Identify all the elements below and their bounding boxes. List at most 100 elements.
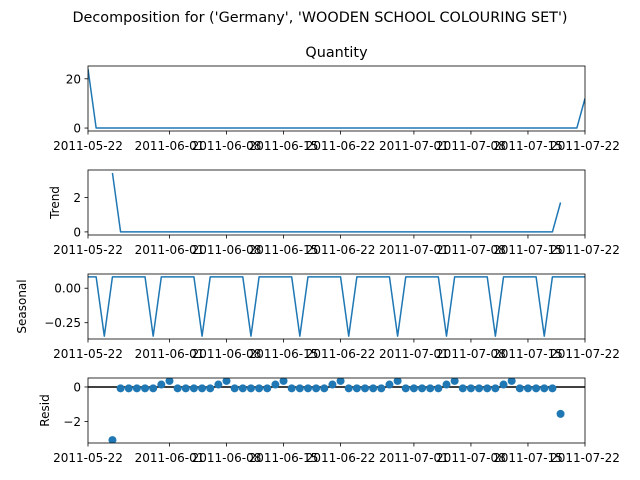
data-point (409, 384, 418, 393)
x-tick-label: 2011-06-01 (135, 243, 205, 257)
x-tick-label: 2011-07-01 (379, 451, 449, 465)
x-tick-label: 2011-07-08 (436, 451, 506, 465)
data-point (181, 384, 190, 393)
series-group (108, 378, 565, 443)
x-tick-label: 2011-07-01 (379, 347, 449, 361)
x-tick-label: 2011-07-08 (436, 139, 506, 153)
data-point (279, 378, 288, 385)
data-point (149, 384, 158, 393)
series-line (88, 276, 585, 337)
y-tick-label: 0 (73, 225, 81, 239)
x-tick-label: 2011-07-08 (436, 347, 506, 361)
data-point (483, 384, 492, 393)
data-point (352, 384, 361, 393)
data-point (214, 380, 223, 389)
x-tick-label: 2011-06-15 (249, 243, 319, 257)
axes-frame (87, 273, 586, 340)
data-point (246, 384, 255, 393)
x-tick-label: 2011-05-22 (53, 139, 123, 153)
y-axis-label: Trend (48, 186, 62, 220)
data-point (401, 384, 410, 393)
x-tick-label: 2011-06-08 (192, 347, 262, 361)
x-tick-label: 2011-06-08 (192, 451, 262, 465)
x-tick-label: 2011-07-01 (379, 139, 449, 153)
data-point (434, 384, 443, 393)
data-point (475, 384, 484, 393)
figure-suptitle: Decomposition for ('Germany', 'WOODEN SC… (72, 10, 567, 26)
data-point (540, 384, 549, 393)
y-tick-label: −0.25 (44, 316, 81, 330)
data-point (132, 384, 141, 393)
y-axis-label: Seasonal (15, 279, 29, 333)
data-point (515, 384, 524, 393)
series-group (111, 172, 562, 233)
x-tick-label: 2011-06-08 (192, 139, 262, 153)
y-tick-label: 20 (66, 72, 81, 86)
x-tick-label: 2011-07-15 (493, 347, 563, 361)
data-point (426, 384, 435, 393)
subplot-1: 0 20 2011-05-22 2011-06-012011-06-082011-06… (53, 45, 620, 153)
data-point (222, 378, 231, 385)
y-tick-label: 0 (73, 380, 81, 394)
data-point (499, 380, 508, 389)
axes-frame (87, 65, 586, 132)
data-point (165, 378, 174, 385)
subplot-title: Quantity (305, 45, 368, 61)
x-tick-label: 2011-07-22 (550, 139, 620, 153)
data-point (377, 384, 386, 393)
data-point (442, 380, 451, 389)
x-tick-label: 2011-05-22 (53, 347, 123, 361)
y-tick-label: 0 (73, 122, 81, 136)
data-point (189, 384, 198, 393)
x-tick-label: 2011-05-22 (53, 243, 123, 257)
x-tick-label: 2011-06-08 (192, 243, 262, 257)
data-point (173, 384, 182, 393)
data-point (263, 384, 272, 393)
x-tick-label: 2011-06-22 (306, 451, 376, 465)
x-tick-label: 2011-06-22 (306, 347, 376, 361)
y-tick-label: 0.00 (54, 282, 81, 296)
series-line (88, 68, 585, 129)
x-tick-label: 2011-06-15 (249, 347, 319, 361)
data-point (303, 384, 312, 393)
y-tick-label: −2 (63, 415, 81, 429)
data-point (108, 436, 117, 443)
data-point (141, 384, 150, 393)
data-point (198, 384, 207, 393)
data-point (523, 384, 532, 393)
x-tick-label: 2011-07-22 (550, 243, 620, 257)
data-point (157, 380, 166, 389)
x-tick-label: 2011-06-15 (249, 139, 319, 153)
data-point (369, 384, 378, 393)
x-tick-label: 2011-07-01 (379, 243, 449, 257)
data-point (466, 384, 475, 393)
data-point (328, 380, 337, 389)
x-tick-label: 2011-06-15 (249, 451, 319, 465)
x-tick-label: 2011-06-01 (135, 347, 205, 361)
x-tick-label: 2011-07-22 (550, 347, 620, 361)
data-point (385, 380, 394, 389)
x-tick-label: 2011-07-22 (550, 451, 620, 465)
data-point (116, 384, 125, 393)
x-tick-label: 2011-05-22 (53, 451, 123, 465)
data-point (312, 384, 321, 393)
data-point (238, 384, 247, 393)
x-tick-label: 2011-06-01 (135, 139, 205, 153)
data-point (295, 384, 304, 393)
data-point (418, 384, 427, 393)
axes-frame (87, 169, 586, 236)
series-group (88, 68, 585, 129)
data-point (255, 384, 264, 393)
series-group (88, 276, 585, 337)
x-tick-label: 2011-06-22 (306, 243, 376, 257)
data-point (206, 384, 215, 393)
data-point (507, 378, 516, 385)
x-tick-label: 2011-07-15 (493, 139, 563, 153)
data-point (124, 384, 133, 393)
data-point (271, 380, 280, 389)
x-tick-label: 2011-07-15 (493, 451, 563, 465)
